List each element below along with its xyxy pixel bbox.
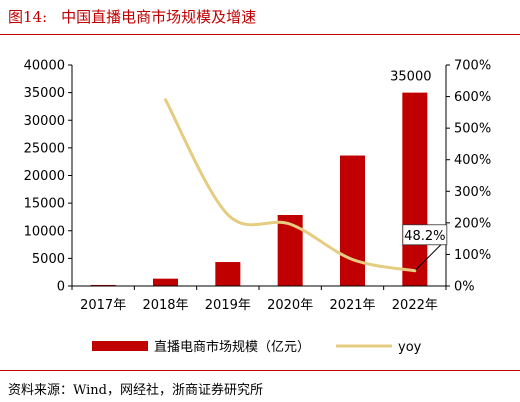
- x-tick-label: 2019年: [205, 298, 251, 313]
- left-axis: 0 5000 10000 15000 20000 25000 30000 35000 40000: [24, 59, 73, 295]
- left-tick-label: 30000: [24, 114, 65, 129]
- left-tick-label: 15000: [24, 197, 65, 212]
- figure-title-text: 中国直播电商市场规模及增速: [61, 8, 257, 26]
- yoy-series: [164, 98, 417, 273]
- bar: [340, 155, 365, 286]
- right-tick-label: 600%: [454, 90, 491, 105]
- top-rule: [0, 34, 520, 35]
- bar-series: [90, 92, 428, 286]
- legend-label-line: yoy: [398, 340, 422, 355]
- x-tick-label: 2017年: [80, 298, 126, 313]
- left-tick-label: 20000: [24, 169, 65, 184]
- annotations: 35000 48.2%: [390, 70, 448, 271]
- left-tick-label: 5000: [32, 252, 65, 267]
- legend: 直播电商市场规模（亿元） yoy: [92, 339, 422, 355]
- bar: [402, 92, 428, 286]
- right-tick-label: 0%: [454, 280, 475, 295]
- left-tick-label: 0: [57, 280, 65, 295]
- right-tick-label: 500%: [454, 122, 491, 137]
- left-tick-label: 40000: [24, 59, 65, 74]
- bar: [153, 278, 178, 286]
- x-tick-label: 2018年: [142, 298, 188, 313]
- right-tick-label: 100%: [454, 248, 491, 263]
- figure-title: 图14: 中国直播电商市场规模及增速: [8, 6, 256, 27]
- yoy-line: [164, 98, 417, 273]
- left-tick-label: 35000: [24, 86, 65, 101]
- right-tick-label: 300%: [454, 185, 491, 200]
- figure-number: 图14:: [8, 8, 48, 26]
- yoy-callout-leader: [415, 244, 442, 271]
- x-tick-label: 2022年: [392, 298, 438, 313]
- x-tick-label: 2021年: [329, 298, 375, 313]
- right-tick-label: 200%: [454, 216, 491, 231]
- x-axis: 2017年 2018年 2019年 2020年 2021年 2022年: [71, 285, 447, 313]
- bar: [90, 284, 116, 286]
- yoy-callout-box: [402, 224, 448, 246]
- right-axis: 0% 100% 200% 300% 400% 500% 600% 700%: [445, 59, 491, 295]
- bottom-rule: [0, 370, 520, 371]
- x-tick-label: 2020年: [267, 298, 313, 313]
- yoy-value-label: 48.2%: [404, 229, 445, 244]
- source-note: 资料来源：Wind，网经社，浙商证券研究所: [8, 383, 263, 398]
- bar: [215, 262, 241, 286]
- left-tick-label: 25000: [24, 141, 65, 156]
- chart: 0 5000 10000 15000 20000 25000 30000 35000 40000…: [24, 59, 492, 356]
- right-tick-label: 400%: [454, 153, 491, 168]
- legend-swatch-bar: [92, 341, 148, 351]
- bar-value-label: 35000: [390, 70, 431, 85]
- left-tick-label: 10000: [24, 224, 65, 239]
- legend-label-bar: 直播电商市场规模（亿元）: [154, 339, 310, 355]
- right-tick-label: 700%: [454, 59, 491, 74]
